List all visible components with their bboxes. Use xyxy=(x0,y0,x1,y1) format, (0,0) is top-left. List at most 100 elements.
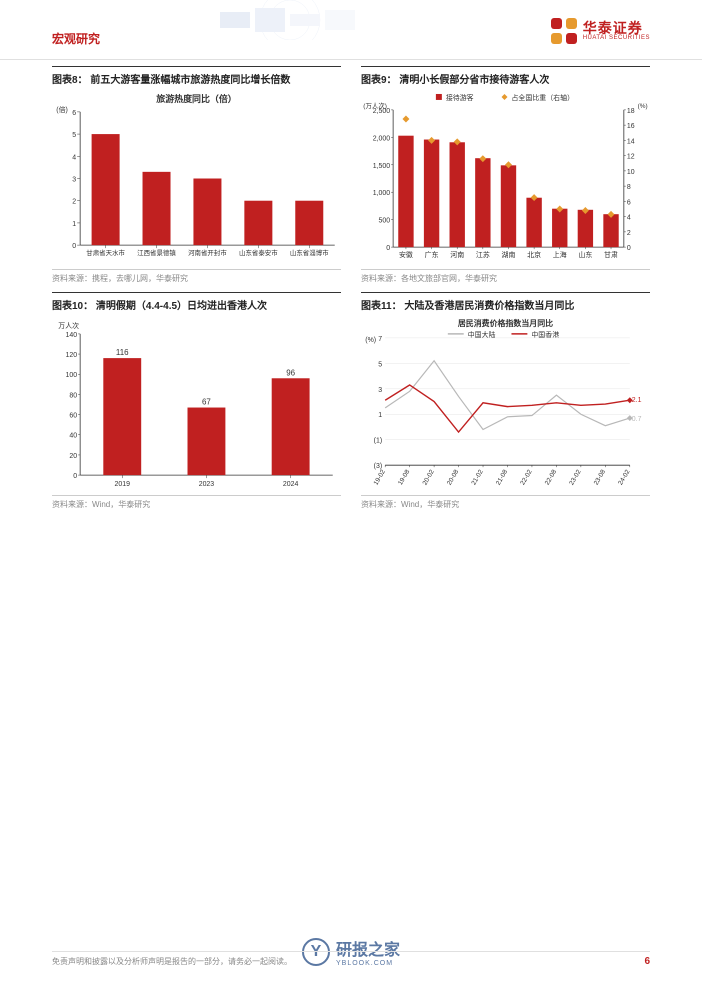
page-header: 宏观研究 华泰证券 HUATAI SECURITIES xyxy=(0,0,702,60)
svg-text:21-02: 21-02 xyxy=(470,468,485,486)
chart-11-title: 图表11： 大陆及香港居民消费价格指数当月同比 xyxy=(361,292,650,316)
svg-text:4: 4 xyxy=(627,215,631,222)
svg-text:60: 60 xyxy=(69,413,77,420)
logo-en-text: HUATAI SECURITIES xyxy=(583,35,650,41)
svg-text:(倍): (倍) xyxy=(56,105,68,114)
svg-text:甘肃: 甘肃 xyxy=(604,250,618,259)
chart-10-svg: 万人次 0 20 40 60 80 100 120 140 116 2019 67 2023 96 2024 xyxy=(52,316,341,495)
svg-text:116: 116 xyxy=(116,348,129,357)
svg-text:北京: 北京 xyxy=(527,250,541,259)
svg-text:500: 500 xyxy=(379,218,391,225)
chart-9-svg: 接待游客占全国比重（右轴）(万人次)(%)05001,0001,5002,000… xyxy=(361,90,650,269)
svg-text:21-08: 21-08 xyxy=(495,468,510,486)
svg-text:2024: 2024 xyxy=(283,481,299,488)
svg-text:3: 3 xyxy=(72,176,76,183)
svg-text:2,500: 2,500 xyxy=(373,108,391,115)
svg-text:0: 0 xyxy=(73,473,77,480)
chart-10-title: 图表10： 清明假期（4.4-4.5）日均进出香港人次 xyxy=(52,292,341,316)
svg-text:5: 5 xyxy=(72,132,76,139)
svg-text:23-08: 23-08 xyxy=(593,468,608,486)
brand-logo: 华泰证券 HUATAI SECURITIES xyxy=(549,16,650,46)
svg-text:22-08: 22-08 xyxy=(544,468,559,486)
chart-10-panel: 图表10： 清明假期（4.4-4.5）日均进出香港人次 万人次 0 20 40 60 80… xyxy=(52,292,341,512)
svg-text:江苏: 江苏 xyxy=(476,250,490,259)
svg-text:10: 10 xyxy=(627,169,635,176)
svg-text:1: 1 xyxy=(378,412,382,419)
svg-text:6: 6 xyxy=(627,199,631,206)
svg-text:广东: 广东 xyxy=(425,250,439,259)
header-decoration xyxy=(200,0,380,40)
svg-text:江西省景德镇: 江西省景德镇 xyxy=(137,248,176,257)
svg-text:2023: 2023 xyxy=(199,481,215,488)
svg-text:(%): (%) xyxy=(638,103,648,110)
svg-text:20-02: 20-02 xyxy=(422,468,437,486)
svg-text:24-02: 24-02 xyxy=(617,468,632,486)
page-number: 6 xyxy=(644,956,650,967)
svg-text:2: 2 xyxy=(627,230,631,237)
svg-text:1: 1 xyxy=(72,221,76,228)
chart-8-svg: 旅游热度同比（倍） (倍) 0 1 2 3 4 5 6 甘肃省天水市 江西省景德镇 河南省开封市 山东省… xyxy=(52,90,341,269)
chart-11-source: 资料来源：Wind，华泰研究 xyxy=(361,496,650,512)
chart-8-title: 图表8： 前五大游客量涨幅城市旅游热度同比增长倍数 xyxy=(52,66,341,90)
svg-text:80: 80 xyxy=(69,392,77,399)
page-footer: 免责声明和披露以及分析师声明是报告的一部分，请务必一起阅读。 6 xyxy=(52,951,650,967)
svg-text:22-02: 22-02 xyxy=(519,468,534,486)
svg-text:2: 2 xyxy=(72,199,76,206)
svg-text:2,000: 2,000 xyxy=(373,135,391,142)
svg-text:67: 67 xyxy=(202,398,211,407)
svg-text:20: 20 xyxy=(69,453,77,460)
chart-8-panel: 图表8： 前五大游客量涨幅城市旅游热度同比增长倍数 旅游热度同比（倍） (倍) 0 1… xyxy=(52,66,341,286)
svg-text:接待游客: 接待游客 xyxy=(446,93,474,102)
svg-text:8: 8 xyxy=(627,184,631,191)
svg-text:140: 140 xyxy=(66,332,78,339)
svg-text:7: 7 xyxy=(378,336,382,343)
svg-text:中国香港: 中国香港 xyxy=(531,330,559,339)
content-grid: 图表8： 前五大游客量涨幅城市旅游热度同比增长倍数 旅游热度同比（倍） (倍) 0 1… xyxy=(0,60,702,512)
svg-text:1,000: 1,000 xyxy=(373,190,391,197)
svg-text:万人次: 万人次 xyxy=(58,321,79,330)
svg-text:山东省淄博市: 山东省淄博市 xyxy=(290,248,329,257)
section-title: 宏观研究 xyxy=(52,30,100,47)
svg-text:居民消费价格指数当月同比: 居民消费价格指数当月同比 xyxy=(458,318,553,328)
svg-text:0.7: 0.7 xyxy=(632,416,642,423)
svg-text:20-08: 20-08 xyxy=(446,468,461,486)
svg-text:19-08: 19-08 xyxy=(397,468,412,486)
svg-text:5: 5 xyxy=(378,361,382,368)
svg-text:旅游热度同比（倍）: 旅游热度同比（倍） xyxy=(156,93,236,104)
chart-11-svg: 居民消费价格指数当月同比中国大陆中国香港(%)(3)(1)13572.10.71… xyxy=(361,316,650,495)
chart-11-panel: 图表11： 大陆及香港居民消费价格指数当月同比 居民消费价格指数当月同比中国大陆… xyxy=(361,292,650,512)
svg-text:1,500: 1,500 xyxy=(373,163,391,170)
svg-text:上海: 上海 xyxy=(553,250,567,259)
svg-text:占全国比重（右轴）: 占全国比重（右轴） xyxy=(511,93,574,102)
chart-9-source: 资料来源：各地文旅部官网，华泰研究 xyxy=(361,270,650,286)
svg-text:山东: 山东 xyxy=(578,250,592,259)
svg-text:(1): (1) xyxy=(374,438,383,445)
svg-text:100: 100 xyxy=(66,372,78,379)
svg-text:河南省开封市: 河南省开封市 xyxy=(188,248,227,257)
svg-text:甘肃省天水市: 甘肃省天水市 xyxy=(86,248,125,257)
huatai-logo-icon xyxy=(549,16,579,46)
svg-text:中国大陆: 中国大陆 xyxy=(468,330,496,339)
chart-8-source: 资料来源：携程，去哪儿网，华泰研究 xyxy=(52,270,341,286)
svg-text:23-02: 23-02 xyxy=(568,468,583,486)
svg-text:0: 0 xyxy=(72,243,76,250)
footer-disclaimer: 免责声明和披露以及分析师声明是报告的一部分，请务必一起阅读。 xyxy=(52,956,292,967)
svg-text:0: 0 xyxy=(627,245,631,252)
svg-text:河南: 河南 xyxy=(450,250,464,259)
svg-text:120: 120 xyxy=(66,352,78,359)
svg-text:2019: 2019 xyxy=(115,481,131,488)
svg-text:6: 6 xyxy=(72,110,76,117)
svg-text:96: 96 xyxy=(286,368,295,377)
svg-text:14: 14 xyxy=(627,138,635,145)
svg-text:16: 16 xyxy=(627,123,635,130)
svg-text:3: 3 xyxy=(378,387,382,394)
svg-text:2.1: 2.1 xyxy=(632,397,642,404)
chart-10-source: 资料来源：Wind，华泰研究 xyxy=(52,496,341,512)
svg-text:安徽: 安徽 xyxy=(399,250,413,259)
svg-text:(%): (%) xyxy=(365,337,376,344)
svg-text:山东省泰安市: 山东省泰安市 xyxy=(239,248,278,257)
svg-text:0: 0 xyxy=(386,245,390,252)
svg-text:40: 40 xyxy=(69,433,77,440)
svg-text:4: 4 xyxy=(72,154,76,161)
svg-text:18: 18 xyxy=(627,108,635,115)
